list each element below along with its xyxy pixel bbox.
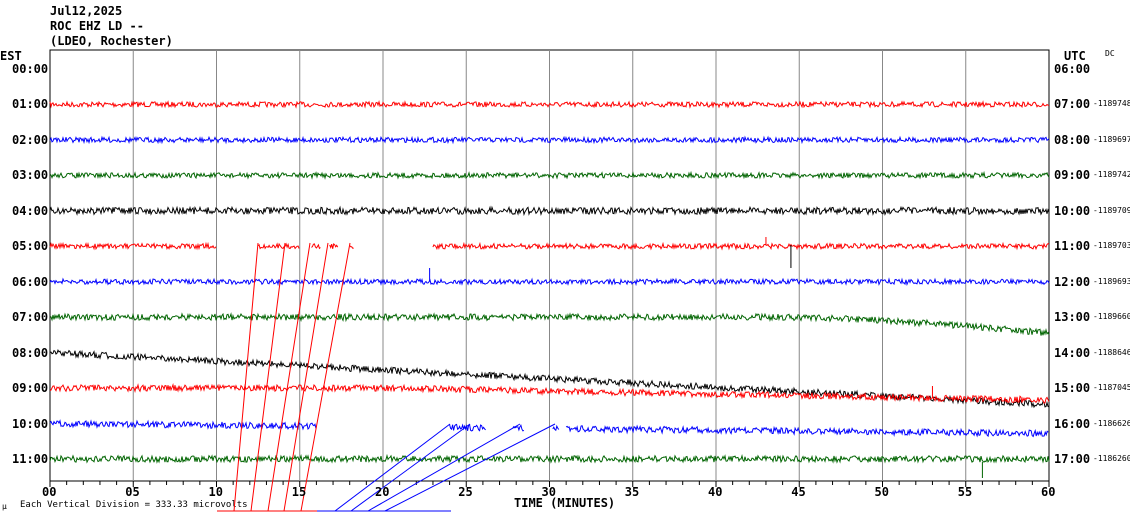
utc-hour-label: 15:00 [1054, 381, 1091, 396]
utc-hour-label: 12:00 [1054, 274, 1091, 289]
seismic-trace [432, 241, 1050, 251]
dc-offset-value: -1189748 [1093, 99, 1130, 109]
x-tick-label: 05 [125, 485, 140, 499]
dc-offset-value: -1189693 [1093, 276, 1130, 286]
est-hour-label: 03:00 [12, 168, 49, 183]
dc-offset-value: -1186626 [1093, 418, 1130, 428]
seismic-trace [49, 241, 217, 251]
x-tick-label: 45 [791, 485, 806, 499]
dc-offset-value: -1186260 [1093, 453, 1130, 463]
x-tick-label: 15 [291, 485, 307, 499]
est-hour-label: 09:00 [12, 381, 49, 396]
seismic-trace [49, 419, 317, 431]
est-hour-label: 05:00 [12, 239, 49, 254]
title-date: Jul12,2025 [50, 4, 123, 18]
seismic-trace [565, 424, 1049, 438]
artifact-line [283, 242, 329, 512]
dc-offset-value: -1188646 [1093, 347, 1130, 357]
dc-offset-value: -1189742 [1093, 170, 1130, 180]
est-hour-label: 08:00 [12, 345, 49, 360]
seismic-trace [311, 243, 321, 250]
artifact-line [367, 423, 521, 512]
est-hour-label: 01:00 [12, 97, 49, 112]
mu-symbol: μ [2, 502, 7, 511]
artifact-line [300, 242, 351, 512]
dc-offset-value: -1189697 [1093, 134, 1130, 144]
seismic-trace [257, 242, 300, 250]
utc-hour-label: 16:00 [1054, 416, 1091, 431]
seismic-trace [449, 423, 486, 432]
dc-offset-value: -1189709 [1093, 205, 1130, 215]
est-hour-label: 10:00 [12, 416, 49, 431]
title-location: (LDEO, Rochester) [50, 34, 173, 48]
right-zone-label: UTC [1064, 49, 1086, 63]
dc-label: DC [1105, 49, 1115, 58]
x-tick-label: 40 [708, 485, 723, 499]
seismic-trace [329, 242, 339, 250]
est-hour-label: 04:00 [12, 203, 49, 218]
utc-hour-label: 07:00 [1054, 97, 1091, 112]
seismic-trace [49, 383, 1050, 404]
utc-hour-label: 08:00 [1054, 132, 1091, 147]
x-tick-label: 25 [458, 485, 473, 499]
seismic-trace [552, 424, 560, 432]
seismic-trace [49, 100, 1050, 109]
seismic-trace [49, 277, 1050, 287]
left-zone-label: EST [0, 49, 22, 63]
utc-hour-label: 10:00 [1054, 203, 1091, 218]
scale-note: Each Vertical Division = 333.33 microvol… [20, 500, 248, 510]
seismic-trace [49, 170, 1050, 180]
utc-hour-label: 17:00 [1054, 451, 1091, 466]
dc-offset-value: -1189660 [1093, 312, 1130, 322]
dc-offset-value: -1187045 [1093, 383, 1130, 393]
seismic-trace [512, 424, 525, 432]
est-hour-label: 00:00 [12, 62, 49, 76]
est-hour-label: 02:00 [12, 132, 49, 147]
utc-hour-label: 11:00 [1054, 239, 1091, 254]
utc-hour-label: 09:00 [1054, 168, 1091, 183]
dc-offset-value: -1189703 [1093, 241, 1130, 251]
seismic-trace [349, 245, 354, 249]
x-tick-label: 60 [1041, 485, 1056, 499]
artifact-line [334, 423, 451, 512]
artifact-line [267, 242, 311, 512]
x-tick-label: 30 [541, 485, 556, 499]
est-hour-label: 11:00 [12, 451, 49, 466]
seismic-trace [49, 312, 1050, 336]
artifact-line [250, 242, 286, 512]
x-tick-label: 55 [957, 485, 973, 499]
artifact-line [233, 242, 259, 512]
artifact-line [384, 423, 556, 512]
seismic-trace [49, 135, 1050, 145]
seismic-trace [49, 205, 1050, 217]
x-tick-label: 00 [42, 485, 57, 499]
x-tick-label: 20 [375, 485, 390, 499]
x-axis-label: TIME (MINUTES) [514, 496, 616, 510]
x-tick-label: 35 [624, 485, 640, 499]
utc-hour-label: 13:00 [1054, 310, 1091, 325]
utc-hour-label: 06:00 [1054, 62, 1091, 76]
title-station: ROC EHZ LD -- [50, 19, 144, 33]
seismic-trace [49, 453, 1050, 464]
x-tick-label: 50 [874, 485, 889, 499]
artifact-line [350, 423, 471, 512]
utc-hour-label: 14:00 [1054, 345, 1091, 360]
est-hour-label: 06:00 [12, 274, 49, 289]
x-tick-label: 10 [208, 485, 223, 499]
est-hour-label: 07:00 [12, 310, 49, 325]
